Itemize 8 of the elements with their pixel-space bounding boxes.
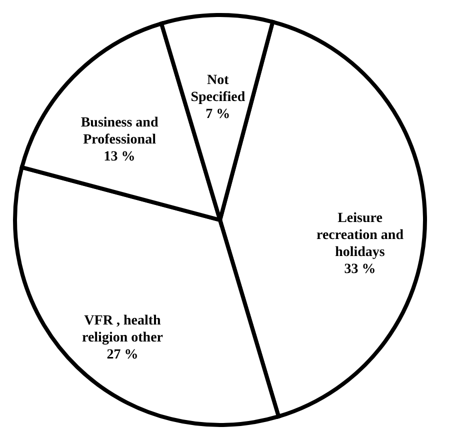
data-label: 33 %: [344, 262, 376, 277]
data-label: 7 %: [206, 107, 230, 122]
data-label: 13 %: [104, 149, 136, 164]
slice-label: VFR , health religion other: [82, 313, 163, 346]
data-label: 27 %: [106, 347, 138, 362]
slice-label: Business and Professional: [80, 115, 158, 148]
slice-label: Not Specified: [190, 73, 246, 106]
slice-label: Leisure recreation and holidays: [316, 210, 404, 260]
